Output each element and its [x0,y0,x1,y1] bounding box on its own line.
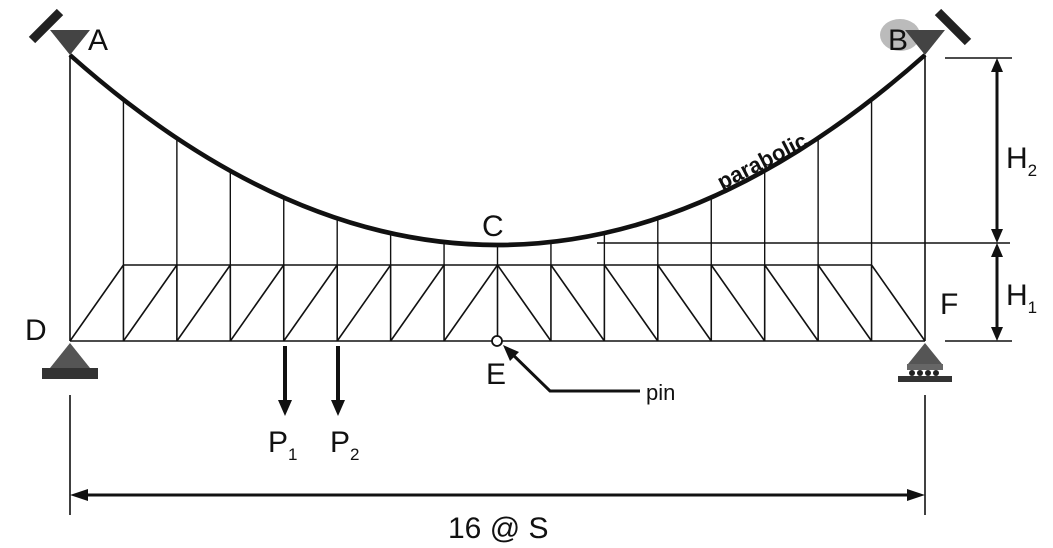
truss-diagonal [817,264,873,342]
label-h2: H2 [1006,142,1037,180]
span-right-arrow-icon [907,489,925,501]
load-p1 [278,346,292,416]
label-h1: H1 [1006,279,1037,317]
truss-diagonal [710,264,766,342]
truss-diagonal [336,264,392,342]
p1-arrow-icon [278,400,292,416]
truss-diagonal [283,264,338,342]
parabolic-cable [68,53,927,248]
truss-diagonal [550,264,606,342]
truss-diagonal [603,264,659,342]
support-icon-a [28,8,90,55]
roller-support-icon-f [898,343,952,382]
label-d: D [25,314,47,347]
truss-end-diagonal [870,264,926,342]
support-icon-d [42,343,98,379]
label-span: 16 @ S [448,512,549,545]
label-e: E [486,358,506,391]
label-pin: pin [646,380,675,405]
truss-diagonal [176,264,231,342]
truss-diagonal [764,264,819,342]
label-a: A [88,24,108,57]
pin-icon [491,335,503,347]
label-f: F [940,288,958,321]
truss-diagonal [443,264,499,342]
truss-diagonal [496,264,552,342]
h2-top-arrow-icon [991,58,1003,72]
stiffening-truss [69,264,926,342]
truss-diagonal [657,264,712,342]
truss-end-diagonal [69,264,125,342]
load-p2 [331,346,345,416]
pin-leader-line [507,349,640,393]
label-p1: P1 [268,426,297,464]
label-p2: P2 [330,426,359,464]
support-icon-b [880,8,972,55]
label-b: B [888,24,908,57]
h2-bottom-arrow-icon [991,229,1003,243]
span-left-arrow-icon [70,489,88,501]
truss-diagonal [229,264,285,342]
truss-diagonal [122,264,178,342]
h1-top-arrow-icon [991,243,1003,257]
label-c: C [482,210,504,243]
h1-bottom-arrow-icon [991,327,1003,341]
p2-arrow-icon [331,400,345,416]
label-parabolic: parabolic [713,128,812,195]
truss-diagonal [389,264,445,342]
hanger-group [122,98,873,265]
pin-arrow-icon [503,345,519,361]
